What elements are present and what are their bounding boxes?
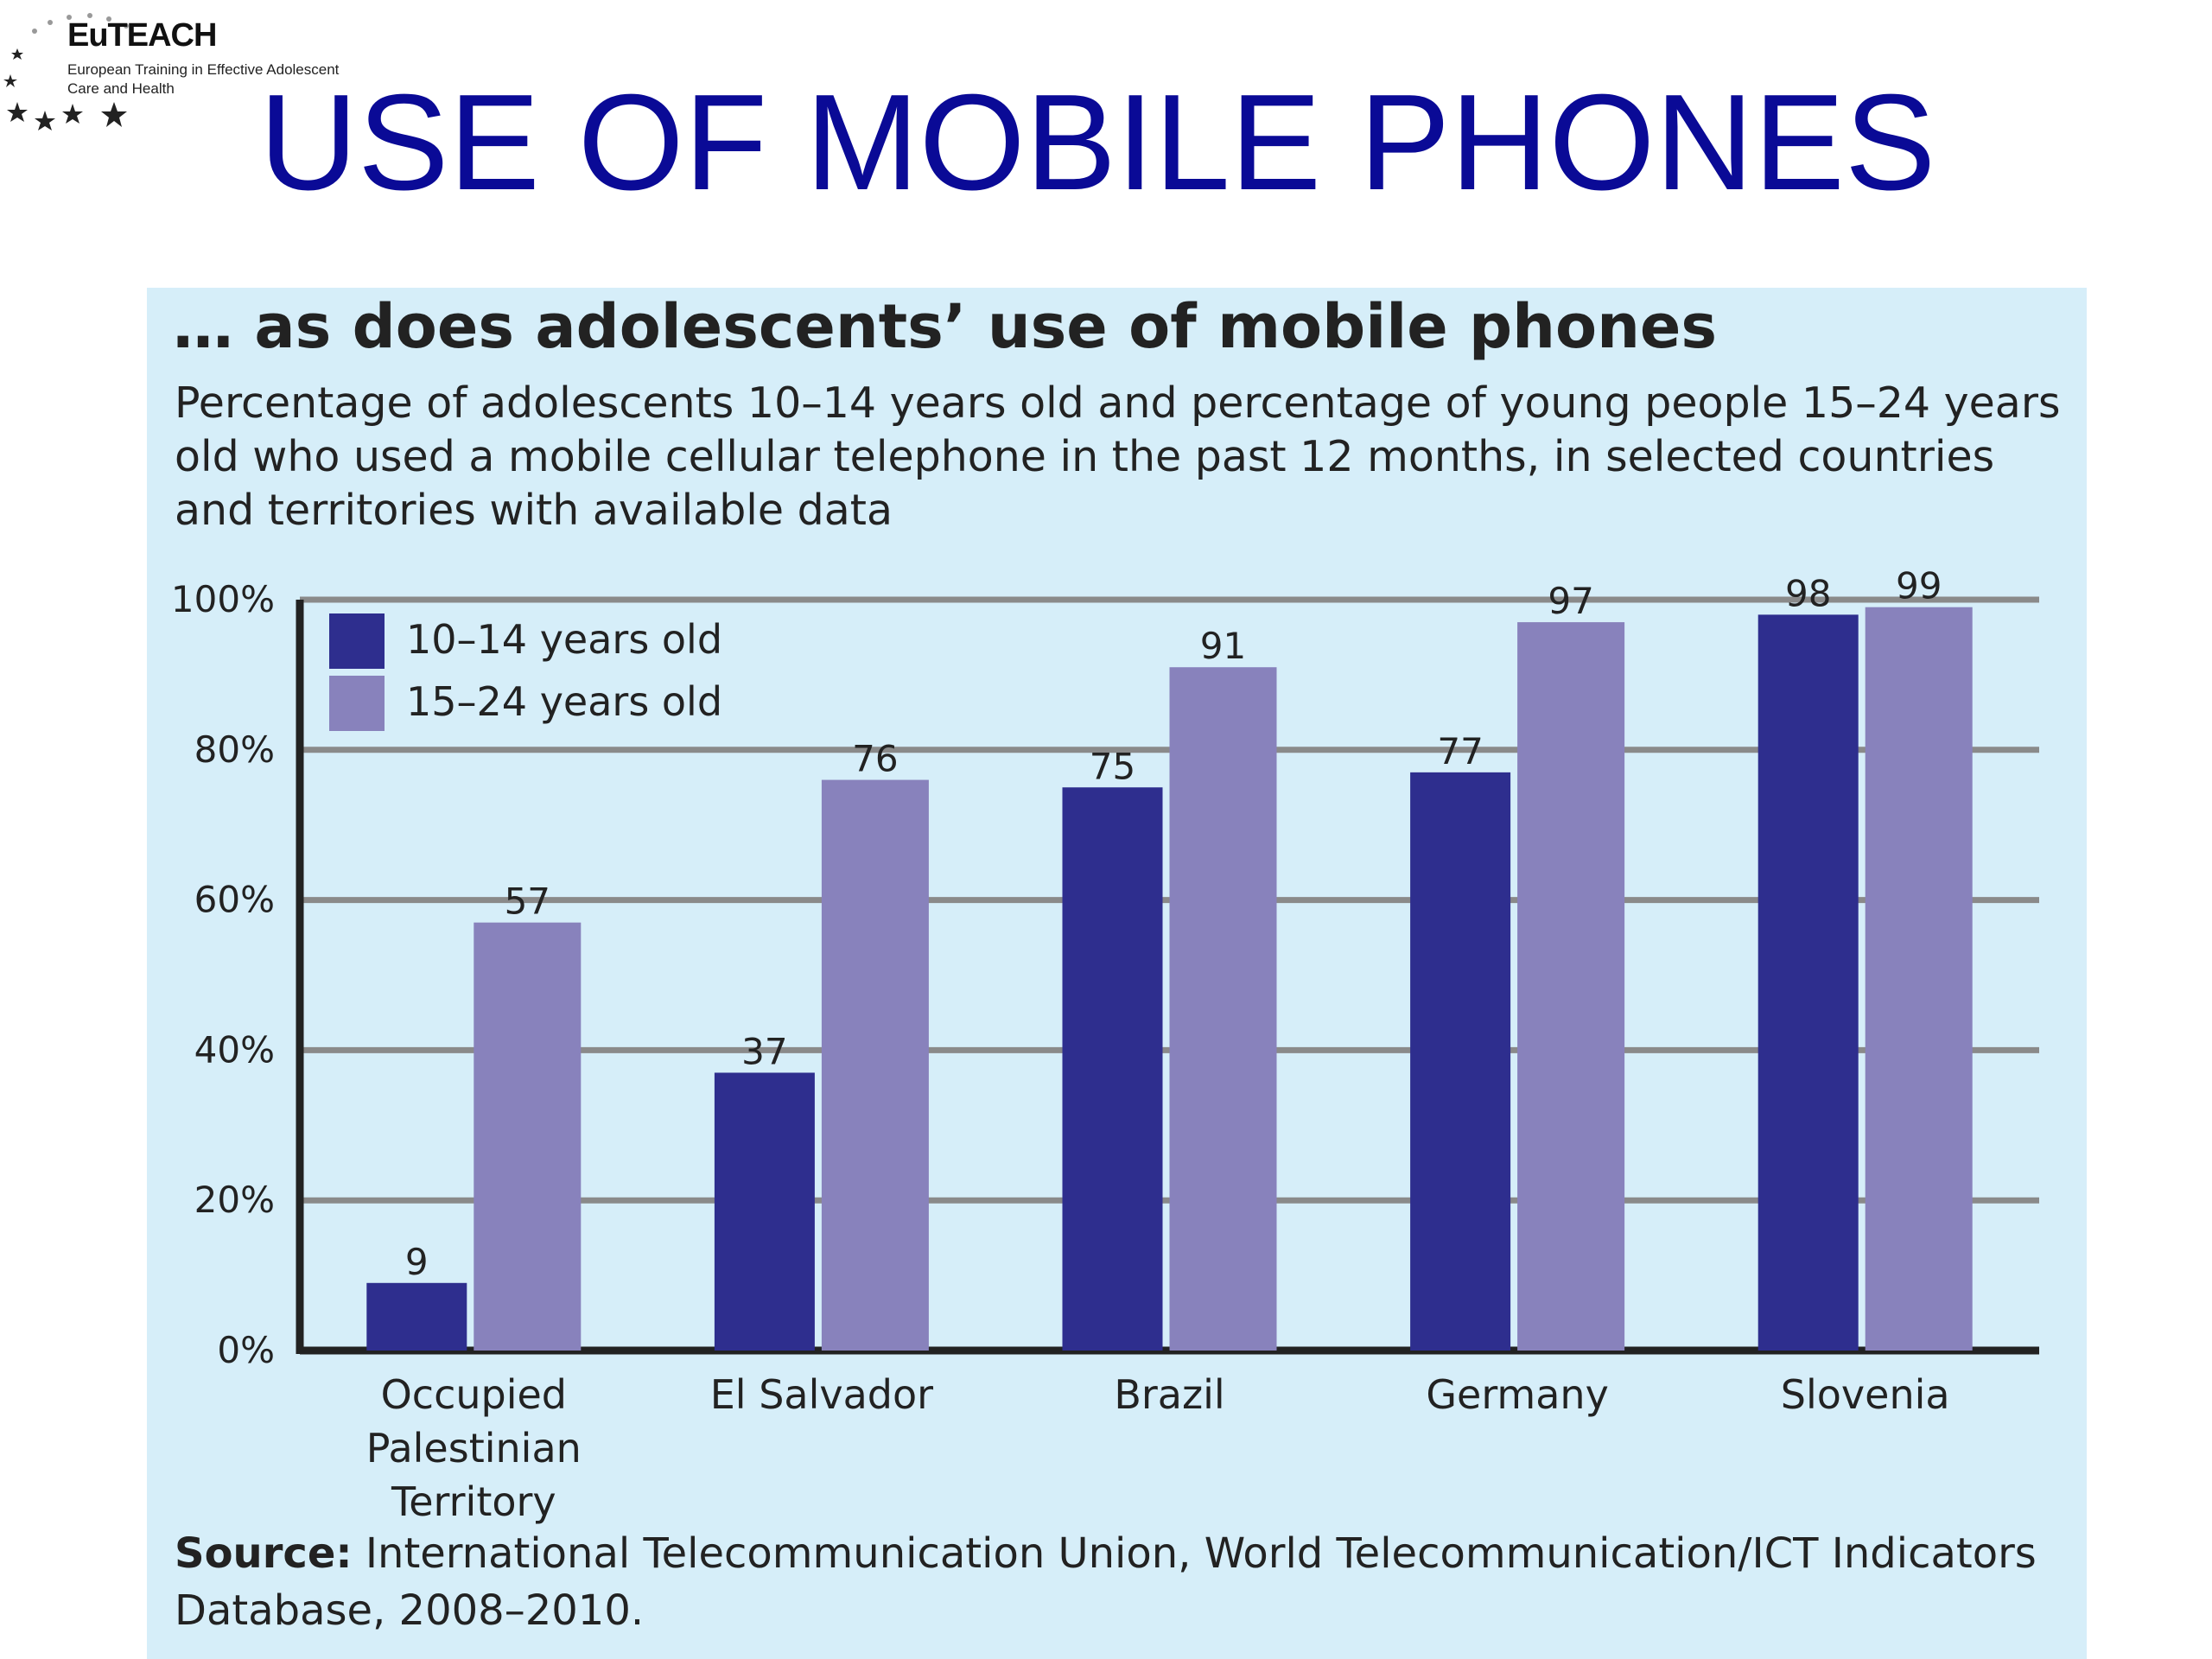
- bar: [821, 779, 929, 1351]
- slide-title: USE OF MOBILE PHONES: [259, 67, 1936, 219]
- bar: [474, 922, 582, 1351]
- bar: [1169, 667, 1277, 1351]
- bar: [1758, 614, 1859, 1351]
- x-category-label: Brazil: [1114, 1371, 1224, 1418]
- x-category-label: Occupied: [381, 1371, 567, 1418]
- source-note: Source: International Telecommunication …: [175, 1525, 2075, 1639]
- bar-value-label: 37: [741, 1030, 787, 1072]
- legend-label: 10–14 years old: [406, 616, 722, 663]
- bar: [1517, 622, 1625, 1351]
- bar-value-label: 91: [1200, 625, 1246, 667]
- legend-swatch: [329, 676, 385, 731]
- y-tick-label: 20%: [194, 1179, 275, 1221]
- y-tick-label: 80%: [194, 728, 275, 771]
- y-tick-label: 40%: [194, 1028, 275, 1071]
- y-tick-label: 0%: [217, 1329, 275, 1371]
- legend-swatch: [329, 613, 385, 669]
- logo-name: EuTEACH: [67, 17, 217, 54]
- bar: [714, 1072, 815, 1351]
- x-category-label: Territory: [391, 1478, 556, 1525]
- y-tick-label: 60%: [194, 879, 275, 921]
- x-category-label: Germany: [1426, 1371, 1608, 1418]
- bar-value-label: 99: [1896, 565, 1942, 607]
- legend-label: 15–24 years old: [406, 678, 722, 725]
- bar: [1410, 772, 1511, 1351]
- bar-value-label: 76: [852, 738, 898, 780]
- bar-value-label: 98: [1785, 572, 1831, 614]
- source-label: Source:: [175, 1529, 353, 1578]
- logo-tagline: European Training in Effective Adolescen…: [67, 61, 340, 97]
- panel-subheading: Percentage of adolescents 10–14 years ol…: [175, 378, 2061, 535]
- x-category-label: Slovenia: [1781, 1371, 1950, 1418]
- bar-value-label: 77: [1437, 730, 1483, 772]
- source-text: International Telecommunication Union, W…: [175, 1529, 2037, 1635]
- x-category-label: El Salvador: [710, 1371, 933, 1418]
- euteach-logo: EuTEACH European Training in Effective A…: [0, 0, 346, 156]
- bar: [366, 1282, 467, 1351]
- bar-value-label: 57: [505, 880, 550, 923]
- y-tick-label: 100%: [171, 578, 275, 620]
- x-category-label: Palestinian: [366, 1425, 582, 1471]
- panel-heading: … as does adolescents’ use of mobile pho…: [173, 291, 1718, 362]
- bar-value-label: 75: [1090, 745, 1135, 787]
- bar-value-label: 97: [1548, 580, 1593, 622]
- bar-value-label: 9: [405, 1241, 429, 1283]
- bar: [1062, 787, 1163, 1351]
- bar: [1865, 607, 1973, 1351]
- stars-arc-icon: [3, 13, 129, 130]
